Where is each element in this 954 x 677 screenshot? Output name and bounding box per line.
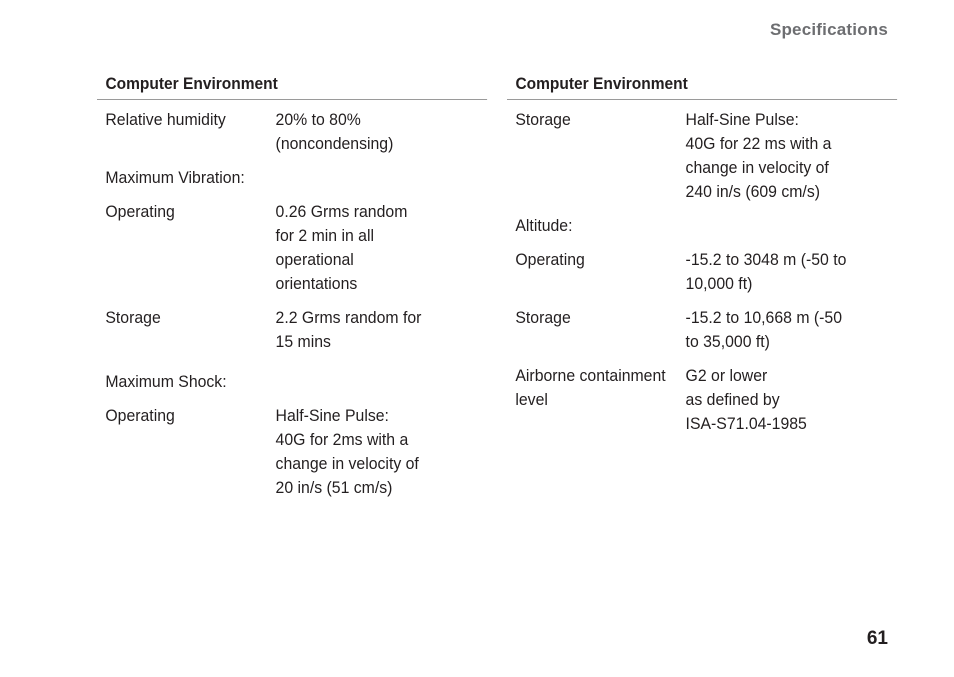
spec-value: Half-Sine Pulse: 40G for 22 ms with a ch… xyxy=(685,110,832,201)
left-spec-table: Computer Environment Relative humidity 2… xyxy=(97,75,488,510)
spec-label: Altitude: xyxy=(515,216,573,235)
spec-row: Operating -15.2 to 3048 m (-50 to 10,000… xyxy=(507,248,890,296)
left-table-title: Computer Environment xyxy=(97,75,488,100)
spec-row: Storage Half-Sine Pulse: 40G for 22 ms w… xyxy=(507,108,890,204)
right-spec-table: Computer Environment Storage Half-Sine P… xyxy=(507,75,898,446)
spec-label: Operating xyxy=(105,202,175,221)
spec-label: Airborne containment level xyxy=(515,366,666,409)
left-table-rows: Relative humidity 20% to 80% (noncondens… xyxy=(97,100,480,500)
spec-value: Half-Sine Pulse: 40G for 2ms with a chan… xyxy=(275,406,419,497)
right-table-rows: Storage Half-Sine Pulse: 40G for 22 ms w… xyxy=(507,100,890,436)
page-number: 61 xyxy=(866,628,888,649)
spec-label: Operating xyxy=(105,406,175,425)
spec-value: G2 or lower as defined by ISA-S71.04-198… xyxy=(685,366,807,433)
spec-row: Operating 0.26 Grms random for 2 min in … xyxy=(97,200,480,296)
spec-value: 2.2 Grms random for 15 mins xyxy=(275,308,422,351)
spec-subheading: Altitude: xyxy=(507,214,890,238)
spec-subheading: Maximum Shock: xyxy=(97,370,480,394)
spec-label: Maximum Vibration: xyxy=(105,168,245,187)
spec-label: Storage xyxy=(105,308,161,327)
spec-label: Storage xyxy=(515,110,571,129)
spec-value: -15.2 to 3048 m (-50 to 10,000 ft) xyxy=(685,250,847,293)
running-header: Specifications xyxy=(769,20,888,39)
spec-subheading: Maximum Vibration: xyxy=(97,166,480,190)
spec-value: 20% to 80% (noncondensing) xyxy=(275,110,394,153)
spec-value: 0.26 Grms random for 2 min in all operat… xyxy=(275,202,408,293)
spec-label: Storage xyxy=(515,308,571,327)
spec-label: Relative humidity xyxy=(105,110,226,129)
spec-value: -15.2 to 10,668 m (-50 to 35,000 ft) xyxy=(685,308,843,351)
right-table-title: Computer Environment xyxy=(507,75,898,100)
spec-row: Storage -15.2 to 10,668 m (-50 to 35,000… xyxy=(507,306,890,354)
spec-row: Relative humidity 20% to 80% (noncondens… xyxy=(97,108,480,156)
spec-row: Operating Half-Sine Pulse: 40G for 2ms w… xyxy=(97,404,480,500)
spec-label: Maximum Shock: xyxy=(105,372,227,391)
spec-row: Airborne containment level G2 or lower a… xyxy=(507,364,890,436)
spec-label: Operating xyxy=(515,250,585,269)
spec-row: Storage 2.2 Grms random for 15 mins xyxy=(97,306,480,354)
